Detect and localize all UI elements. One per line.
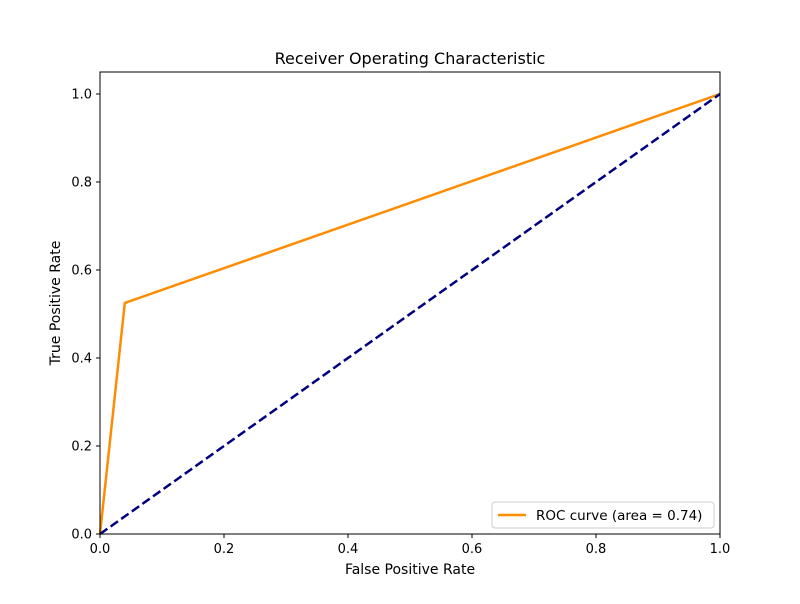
x-tick-label: 0.2 — [214, 542, 235, 557]
x-tick-label: 0.8 — [586, 542, 607, 557]
chance-diagonal-line — [99, 92, 721, 536]
y-tick-label: 0.8 — [71, 176, 92, 191]
x-axis-label: False Positive Rate — [345, 562, 475, 578]
legend: ROC curve (area = 0.74) — [491, 501, 715, 529]
y-tick-label: 0.0 — [71, 528, 92, 543]
y-tick-label: 0.4 — [71, 352, 92, 367]
y-axis-ticks: 0.0 0.2 0.4 0.6 0.8 1.0 — [71, 88, 100, 543]
chart-title: Receiver Operating Characteristic — [275, 49, 546, 68]
legend-label-roc: ROC curve (area = 0.74) — [536, 508, 702, 524]
plot-frame — [99, 71, 721, 535]
y-tick-label: 0.2 — [71, 440, 92, 455]
x-axis-ticks: 0.0 0.2 0.4 0.6 0.8 1.0 — [90, 534, 731, 557]
y-axis-label: True Positive Rate — [48, 241, 64, 367]
legend-box — [491, 501, 715, 529]
plot-area — [98, 71, 721, 536]
x-tick-label: 0.6 — [462, 542, 483, 557]
x-tick-label: 0.0 — [90, 542, 111, 557]
y-tick-label: 0.6 — [71, 264, 92, 279]
series-layer — [98, 92, 721, 536]
roc-curve-line — [98, 92, 721, 535]
y-tick-label: 1.0 — [71, 88, 92, 103]
x-tick-label: 1.0 — [710, 542, 731, 557]
x-tick-label: 0.4 — [338, 542, 359, 557]
plot-background — [100, 72, 720, 534]
